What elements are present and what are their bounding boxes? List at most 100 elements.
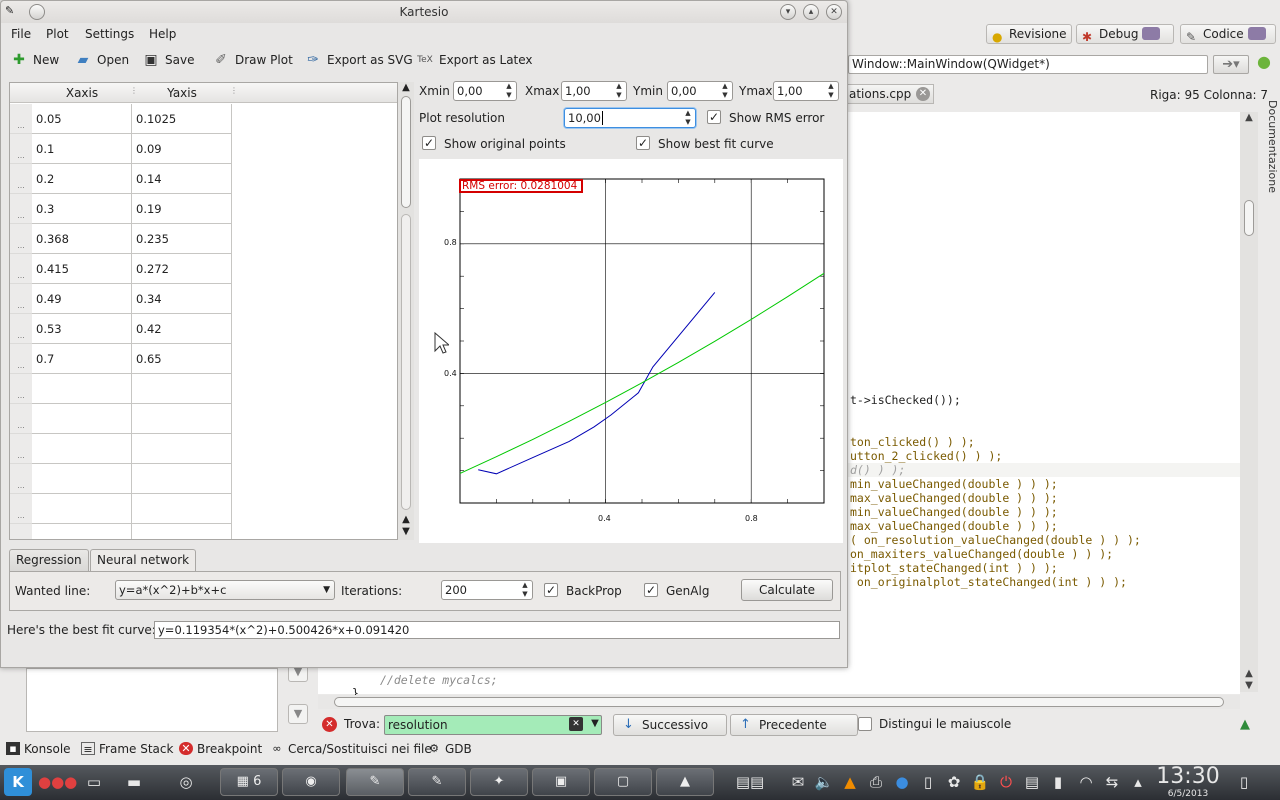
scroll-track[interactable]: [401, 214, 411, 510]
row-header[interactable]: ...: [10, 524, 32, 539]
xaxis-cell[interactable]: 0.53: [32, 314, 132, 344]
find-prev-button[interactable]: ↑ Precedente: [730, 714, 858, 736]
globe-icon[interactable]: ●: [895, 773, 909, 791]
export-svg-button[interactable]: ✑ Export as SVG: [301, 48, 413, 72]
power-icon[interactable]: ⏻: [1000, 773, 1012, 791]
notes-icon[interactable]: ▤: [1024, 773, 1040, 791]
xaxis-cell[interactable]: 0.368: [32, 224, 132, 254]
scroll-down-icon[interactable]: ▼: [1245, 680, 1253, 691]
export-latex-button[interactable]: TeX Export as Latex: [413, 48, 532, 72]
yaxis-cell[interactable]: 0.14: [132, 164, 232, 194]
task-editor[interactable]: ✎: [408, 768, 466, 796]
menu-plot[interactable]: Plot: [46, 27, 69, 41]
row-header[interactable]: ...: [10, 314, 32, 344]
yaxis-cell[interactable]: 0.42: [132, 314, 232, 344]
xaxis-cell[interactable]: [32, 464, 132, 494]
ymax-spinbox[interactable]: 1,00 ▲ ▼: [773, 81, 839, 101]
pager-icon[interactable]: ▤▤: [735, 773, 765, 791]
documentation-side-tab[interactable]: Documentazione: [1266, 100, 1279, 194]
function-selector[interactable]: Window::MainWindow(QWidget*): [848, 55, 1208, 74]
yaxis-cell[interactable]: [132, 494, 232, 524]
row-header[interactable]: ...: [10, 374, 32, 404]
mail-icon[interactable]: ✉: [791, 773, 805, 791]
scroll-thumb[interactable]: [401, 96, 411, 208]
network-icon[interactable]: ⇆: [1105, 773, 1119, 791]
pin-icon[interactable]: ●: [1257, 52, 1271, 71]
clock[interactable]: 13:30 6/5/2013: [1150, 765, 1226, 800]
row-header[interactable]: ...: [10, 164, 32, 194]
printer-icon[interactable]: ⎙: [869, 773, 882, 791]
status-konsole[interactable]: ▪ Konsole: [6, 741, 71, 757]
open-button[interactable]: ▰ Open: [71, 48, 129, 72]
tab-regression[interactable]: Regression: [9, 549, 89, 571]
scroll-up-icon[interactable]: ▲: [402, 514, 410, 525]
close-tab-icon[interactable]: ✕: [916, 87, 930, 101]
header-yaxis[interactable]: Yaxis: [167, 86, 197, 100]
row-header[interactable]: ...: [10, 254, 32, 284]
xaxis-cell[interactable]: 0.7: [32, 344, 132, 374]
filter-icon[interactable]: ▼: [288, 704, 308, 724]
file-manager-icon[interactable]: ▭: [86, 773, 102, 791]
status-gdb[interactable]: ⚙ GDB: [427, 741, 472, 757]
find-next-button[interactable]: ↓ Successivo: [613, 714, 727, 736]
clear-icon[interactable]: ✕: [569, 717, 583, 731]
task-eye[interactable]: ◉: [282, 768, 340, 796]
spin-arrows-icon[interactable]: ▲ ▼: [522, 581, 528, 598]
save-button[interactable]: ▣ Save: [139, 48, 194, 72]
yaxis-cell[interactable]: [132, 464, 232, 494]
status-frame-stack[interactable]: ≡ Frame Stack: [81, 741, 173, 757]
spin-arrows-icon[interactable]: ▲ ▼: [616, 82, 622, 99]
yaxis-cell[interactable]: [132, 434, 232, 464]
spin-arrows-icon[interactable]: ▲ ▼: [722, 82, 728, 99]
status-find-in-files[interactable]: ∞ Cerca/Sostituisci nei file: [270, 741, 431, 757]
data-table[interactable]: Xaxis ⋮ Yaxis ⋮ ... 0.05 0.1025... 0.1 0.09.…: [9, 82, 398, 540]
tab-neural-network[interactable]: Neural network: [90, 549, 197, 572]
column-resize-icon[interactable]: ⋮: [130, 86, 138, 95]
ymin-spinbox[interactable]: 0,00 ▲ ▼: [667, 81, 733, 101]
row-header[interactable]: ...: [10, 434, 32, 464]
yaxis-cell[interactable]: 0.235: [132, 224, 232, 254]
volume-icon[interactable]: 🔈: [814, 773, 834, 791]
genalg-checkbox[interactable]: ✓: [644, 583, 658, 597]
show-original-checkbox[interactable]: ✓: [422, 136, 436, 150]
xmin-spinbox[interactable]: 0,00 ▲ ▼: [453, 81, 517, 101]
menu-file[interactable]: File: [11, 27, 32, 41]
xaxis-cell[interactable]: [32, 374, 132, 404]
xaxis-cell[interactable]: 0.49: [32, 284, 132, 314]
row-header[interactable]: ...: [10, 104, 32, 134]
apps-icon[interactable]: ✿: [947, 773, 961, 791]
yaxis-cell[interactable]: 0.34: [132, 284, 232, 314]
lock-icon[interactable]: 🔒: [970, 773, 990, 791]
draw-plot-button[interactable]: ✐ Draw Plot: [209, 48, 293, 72]
hscroll-thumb[interactable]: [334, 697, 1224, 707]
row-header[interactable]: ...: [10, 194, 32, 224]
xaxis-cell[interactable]: 0.415: [32, 254, 132, 284]
battery-icon[interactable]: ▮: [1053, 773, 1063, 791]
desktop-icon[interactable]: ▬: [126, 773, 142, 791]
backprop-checkbox[interactable]: ✓: [544, 583, 558, 597]
resolution-spinbox[interactable]: 10,00 ▲ ▼: [564, 108, 696, 128]
code-editor[interactable]: [846, 112, 1240, 668]
yaxis-cell[interactable]: [132, 524, 232, 539]
scroll-down-icon[interactable]: ▼: [402, 526, 410, 537]
up-arrow-icon[interactable]: ▲: [1240, 717, 1250, 732]
title-bar[interactable]: ✎ Kartesio ▾ ▴ ✕: [1, 1, 847, 23]
code-editor-bottom[interactable]: [318, 668, 1240, 694]
yaxis-cell[interactable]: 0.19: [132, 194, 232, 224]
menu-settings[interactable]: Settings: [85, 27, 135, 41]
tab-revisione[interactable]: ● Revisione: [986, 24, 1072, 44]
clipboard-icon[interactable]: ▯: [923, 773, 933, 791]
yaxis-cell[interactable]: 0.09: [132, 134, 232, 164]
case-checkbox[interactable]: [858, 717, 872, 731]
scroll-up-icon[interactable]: ▲: [1245, 668, 1253, 679]
xaxis-cell[interactable]: [32, 524, 132, 539]
yaxis-cell[interactable]: [132, 404, 232, 434]
scroll-up-icon[interactable]: ▲: [1245, 112, 1253, 123]
task-terminal[interactable]: ▣: [532, 768, 590, 796]
iterations-spinbox[interactable]: 200 ▲ ▼: [441, 580, 533, 600]
row-header[interactable]: ...: [10, 284, 32, 314]
bestfit-field[interactable]: y=0.119354*(x^2)+0.500426*x+0.091420: [154, 621, 840, 639]
row-header[interactable]: ...: [10, 494, 32, 524]
file-tab[interactable]: ations.cpp ✕: [846, 84, 934, 104]
maximize-button[interactable]: ▴: [803, 4, 819, 20]
